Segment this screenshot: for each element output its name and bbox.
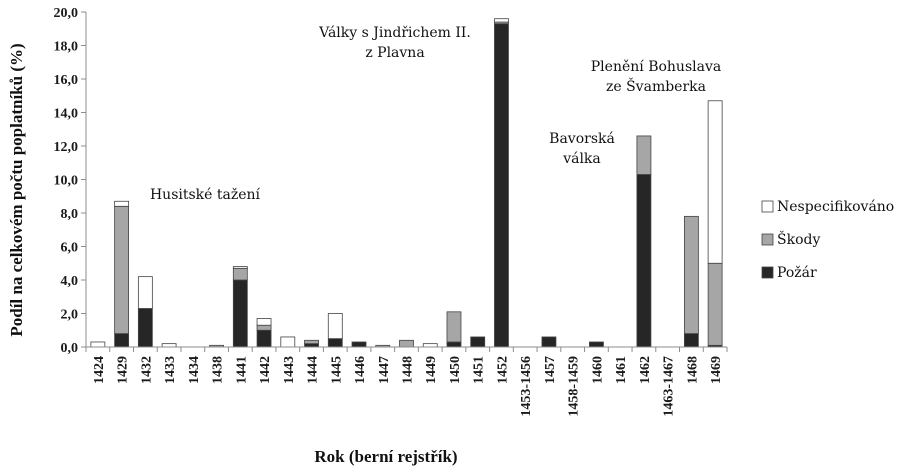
bar-segment [114, 333, 130, 348]
x-tick-label: 1460 [590, 356, 605, 384]
bar-segment [232, 266, 248, 269]
x-tick-label: 1443 [282, 356, 297, 384]
y-axis-title: Podíl na celkovém počtu poplatníků (%) [7, 43, 26, 336]
bar-segment [232, 279, 248, 348]
x-tick-label: 1449 [424, 356, 439, 384]
bar-segment [256, 318, 272, 326]
x-tick-label: 1458-1459 [567, 356, 582, 417]
y-tick-label: 8,0 [61, 207, 79, 222]
legend-label: Požár [777, 265, 817, 281]
bar-segment [327, 338, 343, 348]
y-axis: 0,0 2,0 4,0 6,0 8,0 10,0 12,0 14,0 16,0 18,0 20,0 [54, 6, 87, 356]
x-tick-label: 1447 [377, 356, 392, 384]
y-tick-label: 16,0 [54, 73, 79, 88]
bar-segment [90, 341, 106, 348]
x-tick-label: 1444 [306, 356, 321, 384]
x-tick-label: 1462 [638, 356, 653, 384]
legend-swatch [761, 266, 774, 279]
x-tick-label: 1452 [495, 356, 510, 384]
legend: Nespecifikováno Škody Požár [761, 199, 894, 281]
legend-swatch [761, 200, 774, 213]
x-tick-label: 1468 [685, 356, 700, 384]
bar-segment [137, 308, 153, 348]
x-tick-label: 1442 [258, 356, 273, 384]
y-tick-label: 20,0 [54, 6, 79, 21]
y-tick-label: 14,0 [54, 107, 79, 122]
bar-segment [304, 339, 319, 345]
bar-segment [304, 343, 319, 348]
bar-segment [446, 311, 462, 343]
bar-segment [707, 100, 723, 264]
x-tick-label: 1429 [116, 356, 131, 384]
x-tick-label: 1469 [709, 356, 724, 384]
bar-segment [707, 262, 723, 346]
y-tick-label: 4,0 [61, 274, 79, 289]
bar-segment [256, 329, 272, 348]
x-tick-label: 1463-1467 [662, 356, 677, 417]
bar-segment [683, 333, 699, 348]
bar-segment [446, 341, 462, 348]
x-tick-label: 1448 [401, 356, 416, 384]
x-tick-label: 1441 [234, 356, 249, 384]
bars-group [90, 18, 723, 348]
bar-segment [114, 205, 130, 335]
x-tick-label: 1453-1456 [519, 356, 534, 417]
annotation-text: válka [562, 151, 601, 167]
x-tick-label: 1451 [472, 356, 487, 384]
annotation-text: Bavorská [549, 131, 615, 147]
annotation-text: Války s Jindřichem II. [318, 25, 471, 41]
x-tick-label: 1450 [448, 356, 463, 384]
x-tick-label: 1433 [163, 356, 178, 384]
x-tick-label: 1445 [329, 356, 344, 384]
bar-segment [351, 341, 367, 348]
annotation-text: ze Švamberka [606, 77, 706, 95]
y-tick-label: 12,0 [54, 140, 79, 155]
annotation-text: z Plavna [365, 45, 424, 61]
annotation-text: Plenění Bohuslava [591, 59, 721, 75]
bar-segment [114, 200, 130, 207]
x-tick-label: 1434 [187, 356, 202, 384]
bar-segment [683, 215, 699, 335]
bar-segment [280, 336, 296, 348]
x-axis: 1424 1429 1432 1433 1434 1438 1441 1442 1443 1444… [85, 346, 728, 417]
bar-segment [589, 341, 604, 348]
bar-segment [541, 336, 557, 348]
bar-segment [399, 339, 414, 348]
bar-segment [161, 343, 177, 348]
y-tick-label: 2,0 [61, 308, 79, 323]
bar-segment [636, 135, 652, 175]
legend-label: Nespecifikováno [777, 199, 894, 215]
x-tick-label: 1446 [353, 356, 368, 384]
bar-segment [636, 174, 652, 348]
y-tick-label: 18,0 [54, 40, 79, 55]
bar-segment [232, 267, 248, 281]
bar-segment [422, 343, 438, 348]
annotation-text: Husitské tažení [150, 187, 261, 203]
legend-label: Škody [777, 230, 820, 248]
bar-segment [494, 23, 509, 348]
x-tick-label: 1461 [614, 356, 629, 384]
y-tick-label: 6,0 [61, 241, 79, 256]
bar-segment [470, 336, 486, 348]
bar-segment [327, 313, 343, 340]
x-tick-label: 1457 [543, 356, 558, 384]
bar-segment [494, 18, 509, 23]
x-tick-label: 1432 [139, 356, 154, 384]
bar-segment [137, 276, 153, 309]
x-tick-label: 1438 [211, 356, 226, 384]
x-axis-title: Rok (berní rejstřík) [314, 447, 457, 466]
legend-swatch [761, 233, 774, 246]
bar-segment [256, 324, 272, 331]
annotations-group: Husitské tažení Války s Jindřichem II. z P… [150, 25, 721, 203]
y-tick-label: 0,0 [61, 341, 79, 356]
x-tick-label: 1424 [92, 356, 107, 384]
y-tick-label: 10,0 [54, 174, 79, 189]
